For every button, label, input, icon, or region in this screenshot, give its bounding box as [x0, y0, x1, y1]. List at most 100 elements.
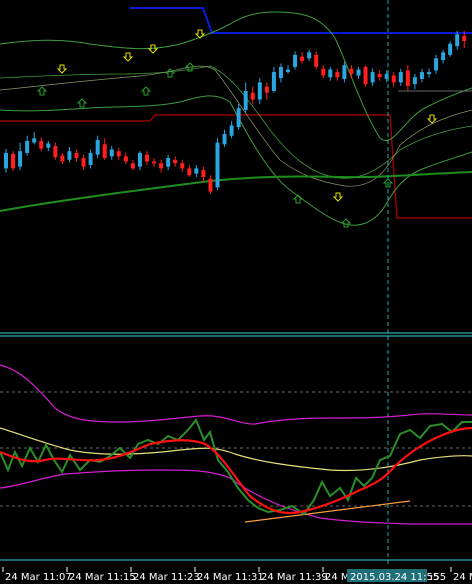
candle-body[interactable]	[300, 56, 305, 61]
up-arrow-icon	[184, 62, 196, 72]
up-arrow-icon	[292, 194, 304, 204]
candle-body[interactable]	[405, 70, 410, 86]
candle-body[interactable]	[328, 69, 333, 78]
candle-body[interactable]	[335, 72, 340, 78]
top-resistance-line	[130, 7, 472, 34]
candle-body[interactable]	[342, 65, 347, 79]
candle-body[interactable]	[109, 149, 114, 157]
candle-body[interactable]	[448, 43, 453, 55]
candle-body[interactable]	[243, 91, 248, 110]
oscillator-pane[interactable]	[0, 364, 472, 525]
candle-body[interactable]	[229, 125, 234, 136]
candle-body[interactable]	[130, 163, 135, 169]
time-tick-1: 24 Mar 11:15	[66, 567, 136, 583]
candle-body[interactable]	[152, 161, 157, 164]
bollinger-upper-band	[0, 11, 472, 141]
candle-body[interactable]	[264, 86, 269, 93]
time-label-7: 24 M	[453, 572, 472, 583]
time-tick-2: 24 Mar 11:23	[130, 567, 200, 583]
up-arrow-icon	[140, 86, 152, 96]
candle-body[interactable]	[180, 163, 185, 169]
candle-body[interactable]	[46, 143, 51, 148]
candle-body[interactable]	[173, 159, 178, 164]
time-tick-7: 24 M	[450, 567, 472, 583]
osc-trend-line	[244, 500, 411, 523]
osc-red-line	[0, 426, 472, 515]
candle-body[interactable]	[201, 170, 206, 177]
candle-body[interactable]	[123, 156, 128, 162]
candle-body[interactable]	[95, 140, 100, 155]
candle-body[interactable]	[363, 66, 368, 85]
candle-body[interactable]	[462, 35, 467, 42]
crosshair-time-label[interactable]: 2015.03.24 11:55	[347, 569, 439, 583]
candle-body[interactable]	[257, 82, 262, 100]
candle-body[interactable]	[356, 69, 361, 76]
candle-body[interactable]	[370, 72, 375, 83]
candle-body[interactable]	[349, 68, 354, 74]
candle-body[interactable]	[455, 34, 460, 47]
candle-body[interactable]	[314, 54, 319, 67]
candle-body[interactable]	[159, 163, 164, 169]
time-tick-6: :55	[430, 572, 446, 583]
candle-body[interactable]	[398, 72, 403, 83]
level-line	[0, 114, 472, 219]
candle-body[interactable]	[74, 152, 79, 159]
candle-body[interactable]	[236, 108, 241, 128]
candle-body[interactable]	[81, 158, 86, 167]
candle-body[interactable]	[60, 155, 65, 162]
candle-body[interactable]	[208, 178, 213, 192]
candle-body[interactable]	[53, 146, 58, 158]
candle-body[interactable]	[222, 134, 227, 145]
time-axis[interactable]: 24 Mar 11:07 24 Mar 11:15 24 Mar 11:23 2…	[2, 567, 472, 583]
pane-separator[interactable]	[0, 332, 472, 337]
time-label-1: 24 Mar 11:15	[69, 572, 136, 583]
time-label-3: 24 Mar 11:31	[197, 572, 264, 583]
time-label-6: :55	[430, 572, 446, 583]
candle-body[interactable]	[187, 168, 192, 176]
down-arrow-icon	[194, 29, 206, 39]
candle-body[interactable]	[391, 75, 396, 83]
time-tick-0: 24 Mar 11:07	[2, 567, 72, 583]
time-tick-5: 24 Mar	[322, 567, 361, 583]
candle-body[interactable]	[271, 72, 276, 91]
candle-body[interactable]	[194, 168, 199, 174]
down-arrow-icon	[122, 52, 134, 62]
candle-body[interactable]	[39, 140, 44, 149]
candle-body[interactable]	[377, 73, 382, 78]
candle-body[interactable]	[4, 152, 8, 169]
candle-body[interactable]	[11, 153, 16, 169]
candle-body[interactable]	[166, 158, 171, 167]
candle-body[interactable]	[18, 151, 23, 167]
candle-body[interactable]	[116, 151, 121, 157]
candle-body[interactable]	[384, 73, 389, 79]
candle-body[interactable]	[250, 92, 255, 100]
candle-body[interactable]	[419, 72, 424, 79]
candle-body[interactable]	[67, 151, 72, 160]
candle-body[interactable]	[32, 138, 37, 143]
candle-body[interactable]	[286, 69, 290, 73]
candle-body[interactable]	[145, 154, 149, 162]
time-label-0: 24 Mar 11:07	[5, 572, 72, 583]
candle-body[interactable]	[278, 66, 283, 79]
candles-group	[4, 30, 467, 195]
crosshair-time-text: 2015.03.24 11:55	[350, 572, 439, 583]
osc-green-line	[0, 418, 472, 516]
up-arrow-icon	[76, 98, 88, 108]
candle-body[interactable]	[427, 72, 431, 75]
candle-body[interactable]	[137, 152, 142, 167]
down-arrow-icon	[56, 64, 68, 74]
signal-arrows-group	[36, 29, 438, 228]
candle-body[interactable]	[412, 77, 417, 85]
candle-body[interactable]	[441, 52, 446, 61]
candle-body[interactable]	[293, 54, 298, 67]
price-pane[interactable]	[0, 7, 472, 228]
candle-body[interactable]	[307, 52, 312, 59]
candle-body[interactable]	[102, 144, 107, 159]
candle-body[interactable]	[215, 142, 220, 188]
candle-body[interactable]	[434, 58, 439, 71]
candle-body[interactable]	[88, 152, 93, 165]
candle-body[interactable]	[321, 68, 326, 76]
candle-body[interactable]	[25, 140, 30, 153]
